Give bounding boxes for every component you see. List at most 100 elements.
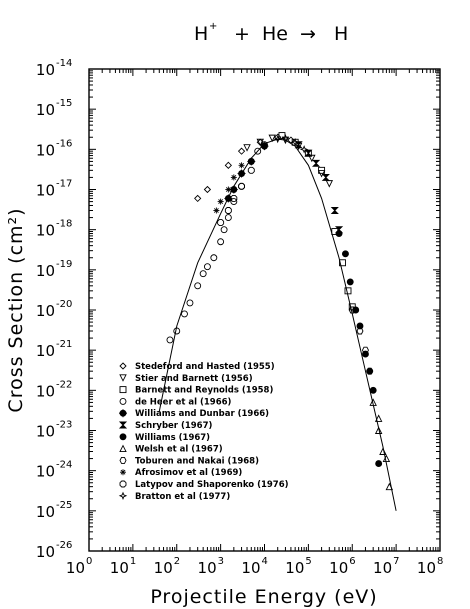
y-tick-label: 10 -16 [36, 138, 72, 159]
legend-label: Welsh et al (1967) [135, 445, 223, 455]
data-point [312, 159, 321, 167]
title-he: He [262, 23, 288, 45]
legend-marker [119, 386, 127, 394]
y-tick-label-base: 10 [36, 302, 55, 320]
legend-label: Williams and Dunbar (1966) [135, 409, 269, 419]
x-tick-label-exponent: 5 [305, 556, 311, 567]
y-tick-label-base: 10 [36, 182, 55, 200]
x-tick-label-base: 10 [241, 559, 260, 577]
data-point [385, 482, 394, 491]
y-tick-label: 10 -18 [36, 219, 72, 240]
data-point [346, 278, 354, 286]
title-h-superscript: + [209, 21, 217, 32]
data-point [342, 250, 349, 258]
legend-entry: Bratton et al (1977) [118, 491, 230, 502]
y-tick-label: 10 -25 [36, 500, 72, 521]
data-point [308, 154, 316, 163]
legend-entry: Afrosimov et al (1969) [120, 468, 242, 478]
legend: Stedeford and Hasted (1955) Stier and Bar… [118, 362, 289, 502]
legend-label: Afrosimov et al (1969) [135, 468, 242, 478]
data-point [281, 133, 290, 143]
y-axis-label: Cross Section (cm²) [5, 207, 27, 412]
legend-label: de Heer et al (1966) [135, 397, 232, 407]
x-tick-label: 10 0 [66, 556, 92, 577]
x-tick-label: 10 4 [241, 556, 267, 577]
y-tick-label: 10 -24 [36, 460, 72, 481]
data-point [260, 142, 269, 151]
data-point [225, 186, 232, 193]
legend-entry: de Heer et al (1966) [119, 397, 232, 407]
y-tick-label-exponent: -14 [56, 58, 72, 69]
x-tick-label-exponent: 1 [130, 556, 136, 567]
data-point [375, 460, 383, 468]
legend-entry: Barnett and Reynolds (1958) [119, 386, 273, 396]
legend-marker [119, 480, 127, 488]
data-point [224, 161, 232, 169]
data-point [166, 336, 174, 344]
y-tick-label: 10 -22 [36, 379, 72, 400]
data-point [374, 426, 383, 434]
legend-label: Latypov and Shaporenko (1976) [135, 480, 289, 490]
data-point [321, 173, 330, 181]
y-tick-label-exponent: -18 [56, 219, 72, 230]
y-tick-label-base: 10 [36, 61, 55, 79]
x-tick-label: 10 5 [285, 556, 311, 577]
y-tick-label-base: 10 [36, 543, 55, 561]
legend-entry: Williams and Dunbar (1966) [119, 409, 269, 419]
y-tick-label-base: 10 [36, 141, 55, 159]
data-point [318, 166, 326, 174]
data-point [273, 134, 282, 144]
y-tick-label-base: 10 [36, 222, 55, 240]
data-point [256, 138, 264, 147]
x-axis-tick-labels: 10 0 10 1 10 2 10 3 10 4 10 5 10 6 10 7 10 8 [66, 556, 443, 577]
y-tick-label-base: 10 [36, 503, 55, 521]
legend-marker [119, 433, 127, 441]
data-point [238, 182, 246, 190]
legend-label: Stedeford and Hasted (1955) [135, 362, 275, 372]
y-tick-label-base: 10 [36, 423, 55, 441]
plot-frame [88, 68, 441, 552]
data-point [224, 207, 232, 214]
x-tick-label-exponent: 4 [262, 556, 268, 567]
data-point [348, 306, 356, 314]
title-h: H [194, 23, 208, 45]
legend-marker [119, 397, 127, 405]
y-tick-label: 10 -21 [36, 339, 72, 360]
x-tick-label-exponent: 0 [86, 556, 92, 567]
data-point [210, 254, 218, 262]
data-point [356, 327, 364, 335]
legend-label: Toburen and Nakai (1968) [135, 456, 259, 466]
data-point [220, 226, 228, 234]
y-tick-label-exponent: -23 [56, 420, 72, 431]
data-point [217, 219, 225, 227]
y-tick-label: 10 -20 [36, 299, 72, 320]
legend-entry: Welsh et al (1967) [119, 444, 223, 455]
data-point [230, 198, 238, 206]
y-tick-label-base: 10 [36, 463, 55, 481]
data-point [199, 270, 207, 278]
legend-label: Bratton et al (1977) [135, 492, 230, 502]
x-tick-label-base: 10 [285, 559, 304, 577]
data-point [274, 133, 282, 141]
data-point [281, 136, 290, 145]
data-point [369, 398, 377, 406]
data-point [374, 414, 383, 422]
legend-marker [118, 491, 128, 501]
y-tick-label: 10 -23 [36, 420, 72, 441]
x-tick-label: 10 7 [373, 556, 399, 577]
legend-label: Stier and Barnett (1956) [135, 374, 253, 384]
legend-marker [119, 444, 127, 453]
y-tick-label-exponent: -22 [56, 379, 72, 390]
x-tick-label-base: 10 [154, 559, 173, 577]
x-tick-label: 10 6 [329, 556, 355, 577]
data-point [229, 185, 238, 194]
chart-title: H + + He → H [194, 21, 348, 45]
legend-label: Williams (1967) [135, 433, 210, 443]
x-tick-label-exponent: 3 [218, 556, 224, 567]
x-tick-label: 10 3 [198, 556, 224, 577]
legend-marker [118, 421, 128, 429]
title-h-product: H [334, 23, 348, 45]
y-tick-label-base: 10 [36, 262, 55, 280]
y-tick-label: 10 -14 [36, 58, 72, 79]
legend-marker [119, 362, 127, 370]
